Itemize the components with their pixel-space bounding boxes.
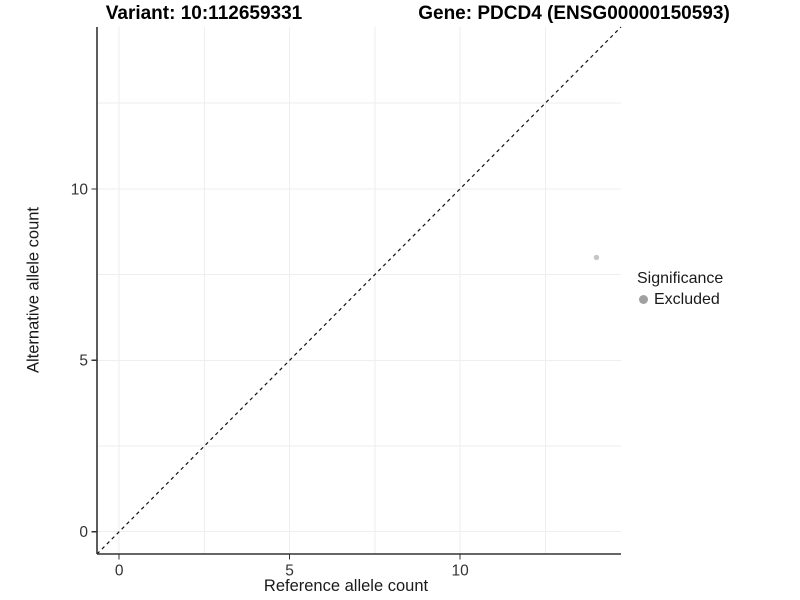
plot-title-gene: Gene: PDCD4 (ENSG00000150593) — [418, 3, 730, 24]
x-axis-title: Reference allele count — [263, 577, 429, 595]
y-tick-label: 0 — [79, 524, 88, 541]
x-tick-label: 10 — [451, 563, 469, 580]
plot-title-variant: Variant: 10:112659331 — [105, 3, 303, 24]
data-point — [593, 254, 600, 261]
legend-title: Significance — [637, 270, 724, 287]
y-tick-label: 5 — [79, 353, 88, 370]
x-tick-label: 0 — [115, 563, 124, 580]
legend-item: Excluded — [637, 290, 723, 309]
x-tick-label: 5 — [285, 563, 294, 580]
y-axis-title: Alternative allele count — [24, 206, 43, 374]
legend-item-label: Excluded — [654, 291, 720, 308]
y-tick-label: 10 — [71, 181, 89, 198]
identity-dashed-line — [96, 26, 622, 555]
legend: Significance Excluded — [637, 269, 723, 309]
legend-point-icon — [639, 295, 648, 304]
legend-items: Excluded — [637, 290, 723, 309]
